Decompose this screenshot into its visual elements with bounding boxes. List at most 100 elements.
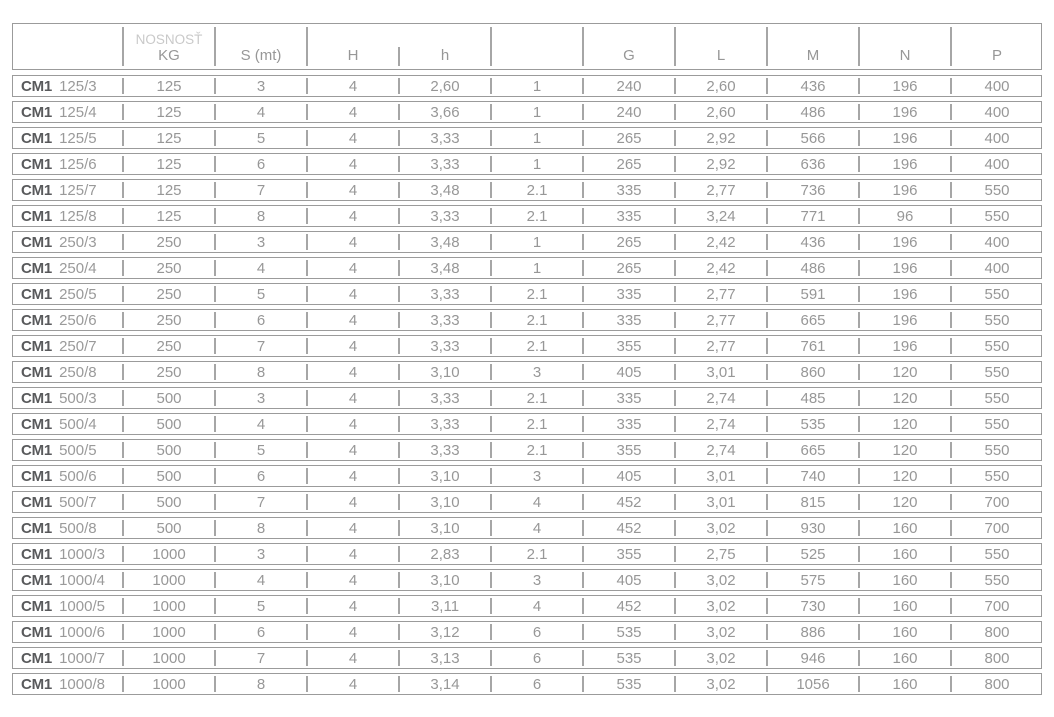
cell-falls: 2.1 [491, 414, 584, 434]
cell-model: CM1 250/6 [13, 310, 124, 330]
cell-model: CM1 1000/8 [13, 674, 124, 694]
cell-l: 3,02 [675, 674, 768, 694]
model-number: 125/3 [59, 77, 97, 95]
cell-m: 535 [767, 414, 860, 434]
cell-g: 335 [583, 284, 676, 304]
cell-l: 2,60 [675, 76, 768, 96]
model-number: 125/4 [59, 103, 97, 121]
cell-s-mt: 5 [215, 440, 308, 460]
table-row-cm1-500-8: CM1 500/8 500 8 4 3,10 4 452 3,02 930 160 700 [12, 517, 1042, 539]
model-number: 125/6 [59, 155, 97, 173]
cell-l: 3,02 [675, 518, 768, 538]
cell-kg: 250 [123, 232, 216, 252]
header-cell-h-lower: h [399, 24, 492, 69]
table-row-cm1-1000-3: CM1 1000/3 1000 3 4 2,83 2.1 355 2,75 525 160 550 [12, 543, 1042, 565]
cell-p: 550 [984, 415, 1010, 433]
header-label: N [899, 47, 911, 64]
cell-p: 700 [984, 597, 1010, 615]
table-row-cm1-250-3: CM1 250/3 250 3 4 3,48 1 265 2,42 436 196 400 [12, 231, 1042, 253]
cell-m: 665 [767, 310, 860, 330]
cell-s-mt: 6 [215, 154, 308, 174]
cell-p: 400 [984, 155, 1010, 173]
cell-s-mt: 8 [215, 362, 308, 382]
cell-h-upper: 4 [307, 466, 400, 486]
model-number: 1000/6 [59, 623, 105, 641]
cell-m: 591 [767, 284, 860, 304]
cell-n: 196 [859, 284, 952, 304]
cell-kg: 250 [123, 336, 216, 356]
cell-model: CM1 250/4 [13, 258, 124, 278]
cell-h-upper: 4 [307, 128, 400, 148]
header-cell-falls [491, 24, 584, 69]
cell-kg: 250 [123, 362, 216, 382]
cell-h-upper: 4 [307, 284, 400, 304]
table-body: CM1 125/3 125 3 4 2,60 1 240 2,60 436 196 400 CM1 125… [12, 75, 1042, 695]
cell-h-lower: 3,48 [399, 258, 492, 278]
cell-g: 535 [583, 648, 676, 668]
cell-s-mt: 7 [215, 180, 308, 200]
cell-h-upper: 4 [307, 518, 400, 538]
cell-l: 2,92 [675, 128, 768, 148]
cell-s-mt: 6 [215, 310, 308, 330]
cell-falls: 2.1 [491, 336, 584, 356]
cell-model: CM1 250/8 [13, 362, 124, 382]
cell-h-lower: 2,60 [399, 76, 492, 96]
table-row-cm1-125-8: CM1 125/8 125 8 4 3,33 2.1 335 3,24 771 96 550 [12, 205, 1042, 227]
brand-label: CM1 [21, 129, 53, 147]
brand-label: CM1 [21, 233, 53, 251]
table-row-cm1-250-6: CM1 250/6 250 6 4 3,33 2.1 335 2,77 665 196 550 [12, 309, 1042, 331]
brand-label: CM1 [21, 363, 53, 381]
brand-label: CM1 [21, 337, 53, 355]
cell-model: CM1 125/8 [13, 206, 124, 226]
cell-falls: 6 [491, 674, 584, 694]
cell-n: 120 [859, 466, 952, 486]
cell-h-lower: 3,33 [399, 206, 492, 226]
cell-falls: 2.1 [491, 284, 584, 304]
cell-h-lower: 3,11 [399, 596, 492, 616]
table-row-cm1-1000-7: CM1 1000/7 1000 7 4 3,13 6 535 3,02 946 160 800 [12, 647, 1042, 669]
cell-p: 550 [984, 571, 1010, 589]
cell-p: 550 [984, 337, 1010, 355]
cell-n: 160 [859, 622, 952, 642]
cell-m: 486 [767, 102, 860, 122]
cell-p: 550 [984, 311, 1010, 329]
cell-s-mt: 8 [215, 674, 308, 694]
cell-s-mt: 4 [215, 102, 308, 122]
cell-s-mt: 3 [215, 232, 308, 252]
cell-h-upper: 4 [307, 622, 400, 642]
cell-p: 550 [984, 389, 1010, 407]
header-cell-s-mt: S (mt) [215, 24, 308, 69]
brand-label: CM1 [21, 389, 53, 407]
brand-label: CM1 [21, 571, 53, 589]
model-number: 250/3 [59, 233, 97, 251]
cell-model: CM1 500/7 [13, 492, 124, 512]
cell-h-lower: 3,33 [399, 128, 492, 148]
cell-falls: 2.1 [491, 388, 584, 408]
cell-falls: 1 [491, 128, 584, 148]
cell-model: CM1 500/8 [13, 518, 124, 538]
cell-h-upper: 4 [307, 310, 400, 330]
cell-p: 400 [984, 259, 1010, 277]
cell-s-mt: 3 [215, 544, 308, 564]
cell-g: 335 [583, 310, 676, 330]
cell-kg: 500 [123, 388, 216, 408]
header-cell-model [13, 24, 124, 69]
cell-m: 485 [767, 388, 860, 408]
cell-n: 120 [859, 440, 952, 460]
cell-g: 335 [583, 414, 676, 434]
cell-l: 2,77 [675, 336, 768, 356]
cell-g: 452 [583, 492, 676, 512]
cell-kg: 500 [123, 466, 216, 486]
cell-l: 2,42 [675, 258, 768, 278]
header-label: L [716, 47, 726, 64]
cell-h-upper: 4 [307, 388, 400, 408]
model-number: 500/5 [59, 441, 97, 459]
model-number: 500/6 [59, 467, 97, 485]
cell-g: 265 [583, 258, 676, 278]
cell-n: 120 [859, 492, 952, 512]
cell-model: CM1 1000/5 [13, 596, 124, 616]
cell-n: 160 [859, 570, 952, 590]
cell-p: 700 [984, 519, 1010, 537]
header-label: KG [158, 47, 180, 64]
cell-m: 860 [767, 362, 860, 382]
